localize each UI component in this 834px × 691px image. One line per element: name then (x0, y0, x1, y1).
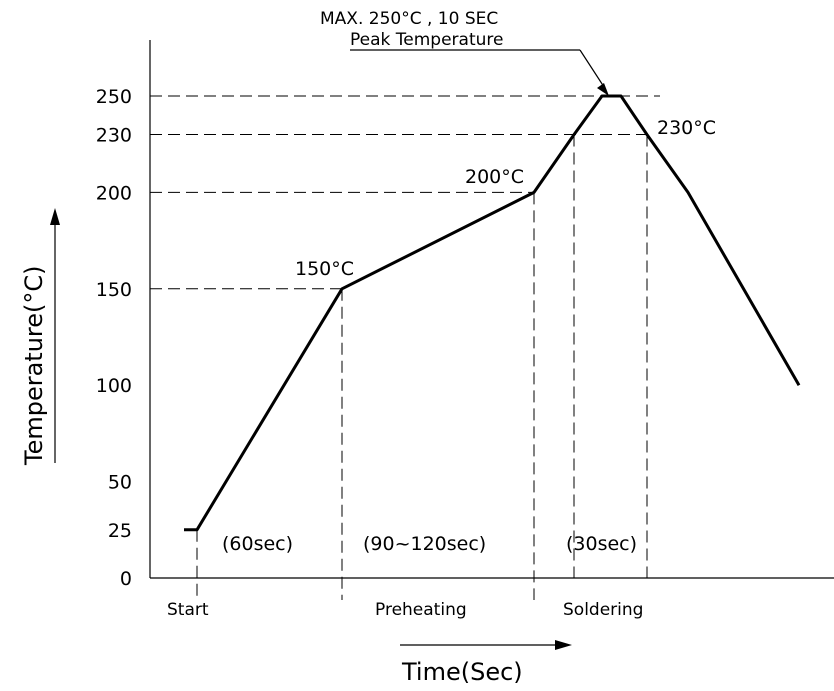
y-tick-label: 50 (108, 472, 132, 494)
phase-label-soldering: Soldering (563, 600, 643, 620)
y-tick-label: 100 (96, 375, 132, 397)
x-axis-title: Time(Sec) (401, 658, 523, 686)
duration-label-90-120: (90~120sec) (363, 533, 486, 555)
y-tick-labels: 0 25 50 100 150 200 230 250 (96, 86, 132, 590)
phase-label-preheating: Preheating (375, 600, 467, 620)
y-tick-label: 250 (96, 86, 132, 108)
point-label-150: 150°C (295, 258, 354, 280)
peak-annotation-line1: MAX. 250°C , 10 SEC (320, 9, 498, 29)
phase-label-start: Start (167, 600, 209, 620)
temperature-profile-line (184, 94, 801, 532)
y-axis-title: Temperature(°C) (20, 265, 48, 466)
peak-annotation-arrow (579, 49, 607, 91)
duration-label-60: (60sec) (222, 533, 293, 555)
peak-annotation-line2: Peak Temperature (350, 30, 503, 50)
point-label-200: 200°C (465, 166, 524, 188)
vertical-reference-lines (196, 134, 648, 600)
horizontal-reference-lines (150, 95, 660, 290)
peak-arrow-head (597, 83, 609, 96)
duration-label-30: (30sec) (566, 533, 637, 555)
y-tick-label: 0 (120, 568, 132, 590)
y-axis-arrow-head (50, 208, 60, 225)
y-tick-label: 200 (96, 182, 132, 204)
y-tick-label: 230 (96, 125, 132, 147)
y-tick-label: 25 (108, 520, 132, 542)
x-axis-arrow-head (555, 640, 572, 650)
point-label-230: 230°C (657, 117, 716, 139)
y-tick-label: 150 (96, 279, 132, 301)
